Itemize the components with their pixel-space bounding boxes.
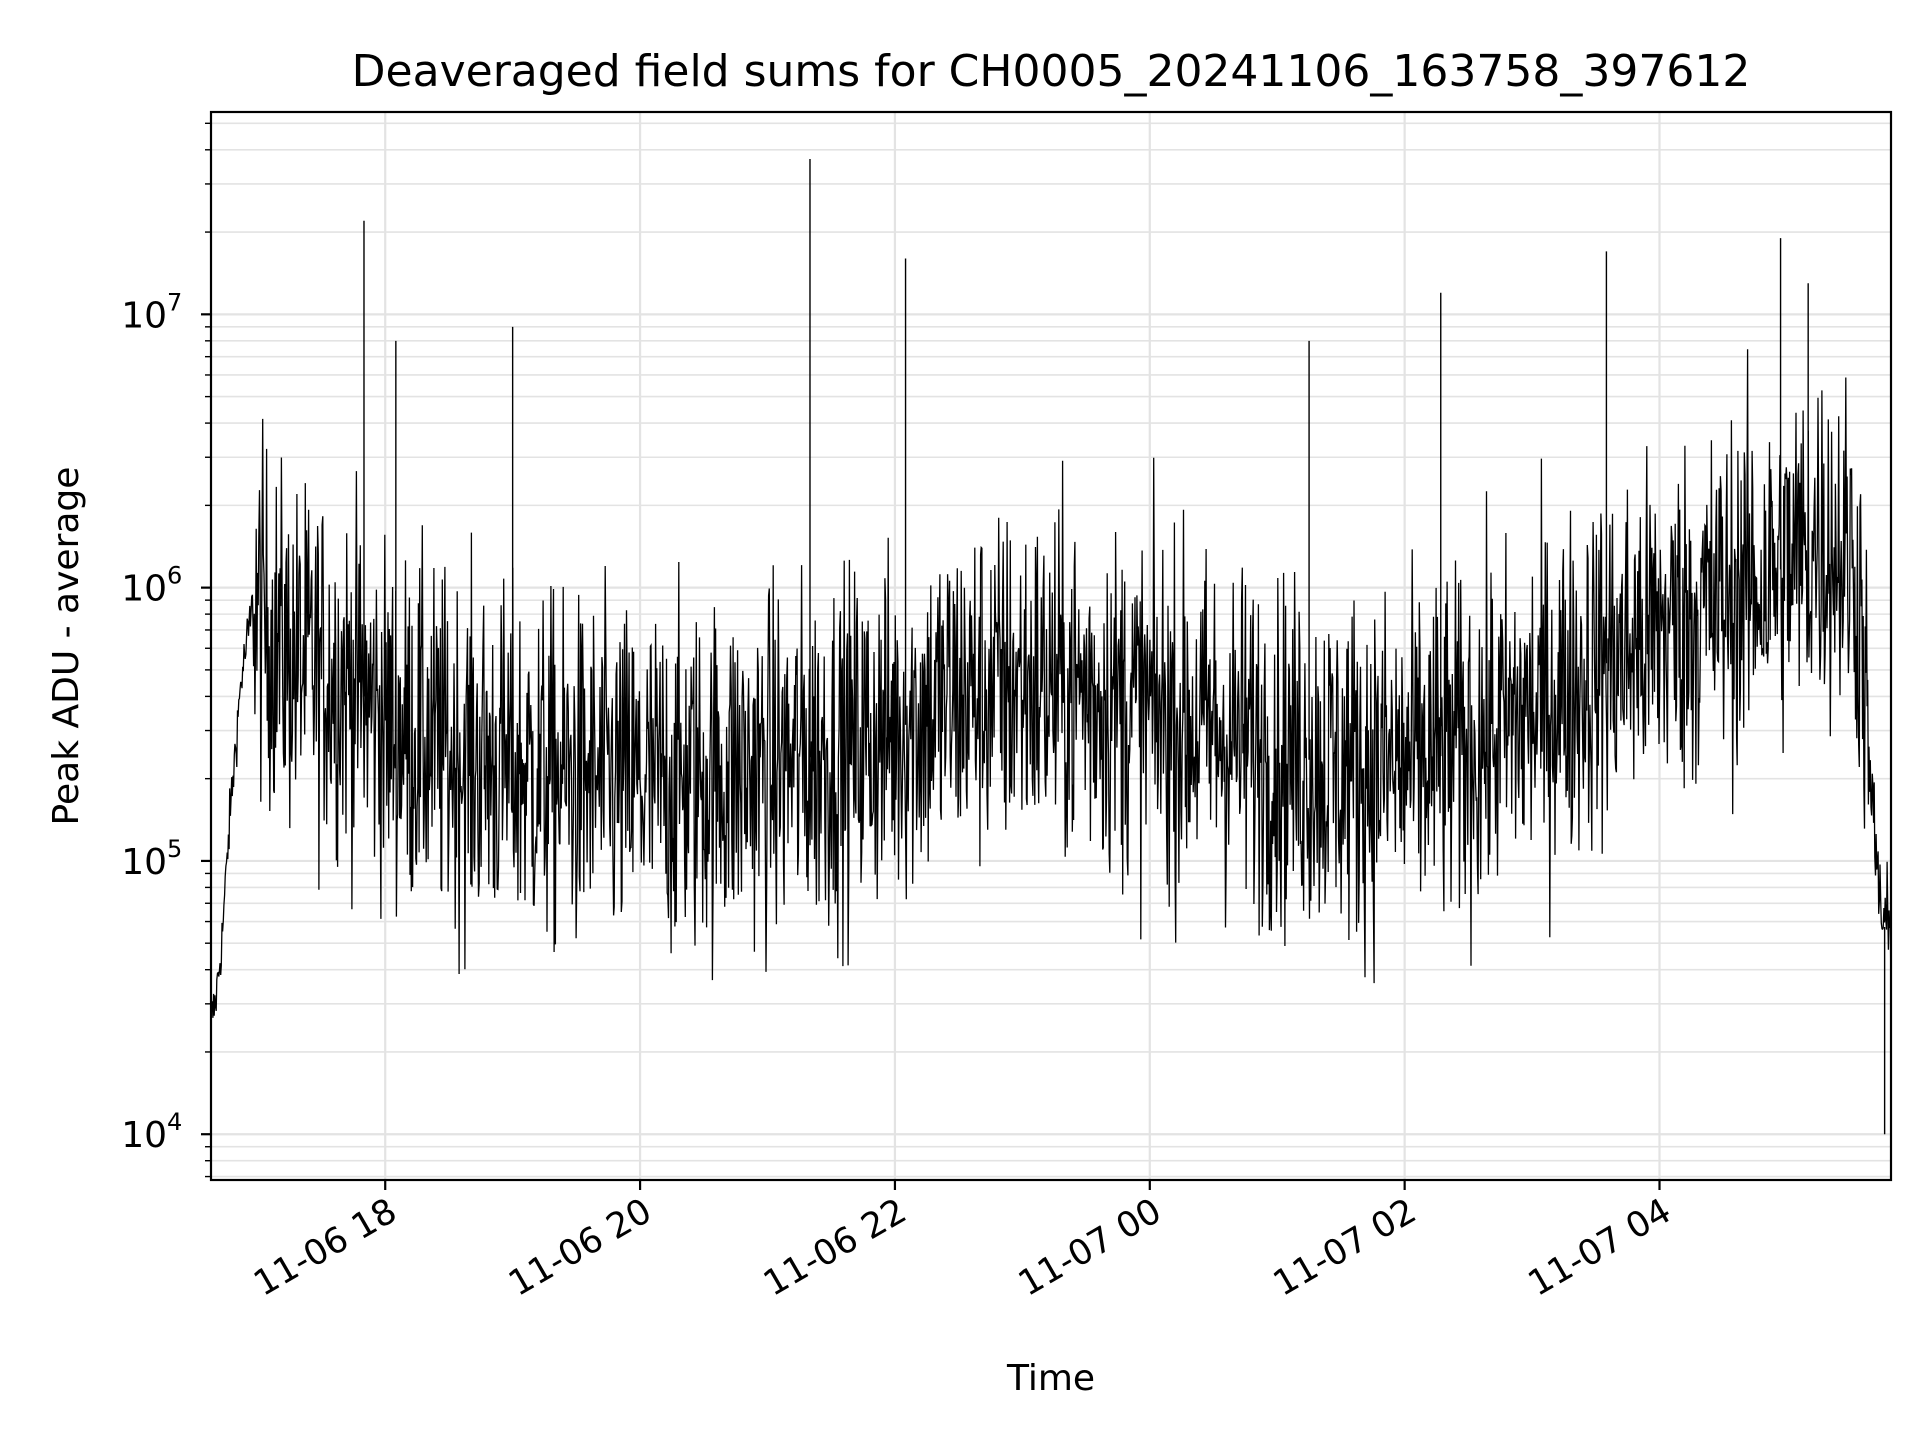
series-path <box>210 349 1892 1018</box>
y-tick-label: 10 <box>121 1115 167 1156</box>
chart-title: Deaveraged field sums for CH0005_2024110… <box>352 46 1751 97</box>
y-tick-exponent: 5 <box>167 835 182 863</box>
y-tick-exponent: 6 <box>167 562 182 590</box>
series-line <box>210 159 1892 1135</box>
y-tick-exponent: 4 <box>167 1108 182 1136</box>
x-axis-label: Time <box>1006 1358 1095 1399</box>
y-tick-label: 10 <box>121 569 167 610</box>
y-tick-label: 10 <box>121 295 167 336</box>
y-axis-label: Peak ADU - average <box>46 467 87 826</box>
plot-frame <box>209 110 1893 1182</box>
y-tick-label: 10 <box>121 842 167 883</box>
y-tick-exponent: 7 <box>167 288 182 316</box>
